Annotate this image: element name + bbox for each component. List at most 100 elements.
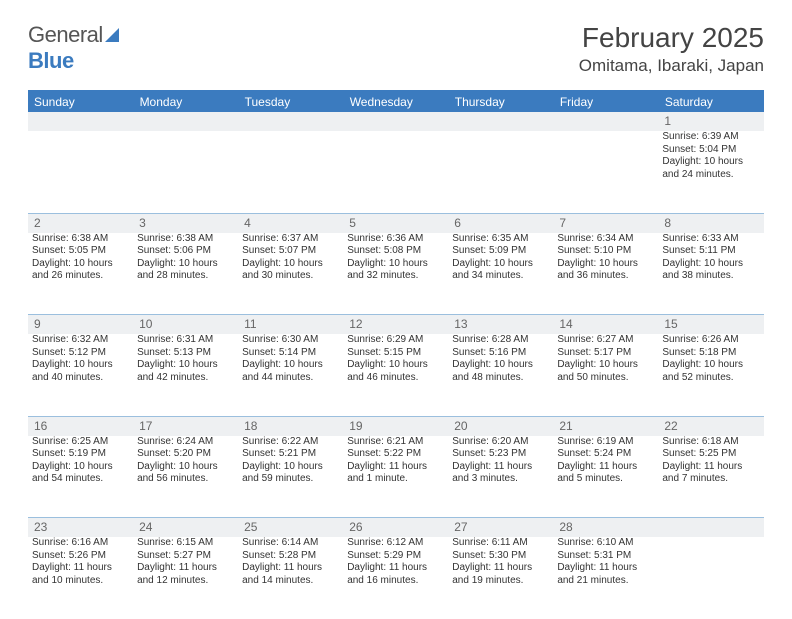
sunrise-text: Sunrise: 6:16 AM (32, 537, 129, 550)
day-cell (658, 537, 763, 619)
sunrise-text: Sunrise: 6:27 AM (557, 334, 654, 347)
sunrise-text: Sunrise: 6:15 AM (137, 537, 234, 550)
day-cell: Sunrise: 6:11 AMSunset: 5:30 PMDaylight:… (448, 537, 553, 619)
day-content-row: Sunrise: 6:39 AMSunset: 5:04 PMDaylight:… (28, 131, 764, 213)
daylight-text: and 1 minute. (347, 473, 444, 486)
day-cell: Sunrise: 6:20 AMSunset: 5:23 PMDaylight:… (448, 436, 553, 518)
daylight-text: Daylight: 10 hours (137, 359, 234, 372)
sunset-text: Sunset: 5:29 PM (347, 550, 444, 563)
day-number: 21 (553, 416, 658, 436)
sunset-text: Sunset: 5:08 PM (347, 245, 444, 258)
day-number: 15 (658, 315, 763, 335)
day-content-row: Sunrise: 6:16 AMSunset: 5:26 PMDaylight:… (28, 537, 764, 619)
daylight-text: and 14 minutes. (242, 575, 339, 588)
sunset-text: Sunset: 5:10 PM (557, 245, 654, 258)
day-number-row: 16171819202122 (28, 416, 764, 436)
daylight-text: Daylight: 11 hours (557, 562, 654, 575)
day-cell: Sunrise: 6:36 AMSunset: 5:08 PMDaylight:… (343, 233, 448, 315)
sunrise-text: Sunrise: 6:26 AM (662, 334, 759, 347)
day-cell: Sunrise: 6:28 AMSunset: 5:16 PMDaylight:… (448, 334, 553, 416)
daylight-text: and 36 minutes. (557, 270, 654, 283)
day-cell (553, 131, 658, 213)
day-number: 17 (133, 416, 238, 436)
day-cell: Sunrise: 6:29 AMSunset: 5:15 PMDaylight:… (343, 334, 448, 416)
sunset-text: Sunset: 5:17 PM (557, 347, 654, 360)
day-cell: Sunrise: 6:15 AMSunset: 5:27 PMDaylight:… (133, 537, 238, 619)
sunrise-text: Sunrise: 6:10 AM (557, 537, 654, 550)
sunrise-text: Sunrise: 6:24 AM (137, 436, 234, 449)
day-number (553, 112, 658, 131)
daylight-text: Daylight: 10 hours (557, 258, 654, 271)
day-number: 10 (133, 315, 238, 335)
daylight-text: Daylight: 10 hours (347, 359, 444, 372)
day-cell: Sunrise: 6:12 AMSunset: 5:29 PMDaylight:… (343, 537, 448, 619)
day-number: 6 (448, 213, 553, 233)
daylight-text: and 3 minutes. (452, 473, 549, 486)
sunrise-text: Sunrise: 6:37 AM (242, 233, 339, 246)
calendar-table: Sunday Monday Tuesday Wednesday Thursday… (28, 92, 764, 619)
sunrise-text: Sunrise: 6:34 AM (557, 233, 654, 246)
sunrise-text: Sunrise: 6:22 AM (242, 436, 339, 449)
day-number: 11 (238, 315, 343, 335)
day-cell: Sunrise: 6:27 AMSunset: 5:17 PMDaylight:… (553, 334, 658, 416)
daylight-text: Daylight: 11 hours (347, 562, 444, 575)
sunrise-text: Sunrise: 6:18 AM (662, 436, 759, 449)
day-number: 2 (28, 213, 133, 233)
sunrise-text: Sunrise: 6:35 AM (452, 233, 549, 246)
day-cell: Sunrise: 6:38 AMSunset: 5:05 PMDaylight:… (28, 233, 133, 315)
day-number: 5 (343, 213, 448, 233)
day-number (238, 112, 343, 131)
daylight-text: and 50 minutes. (557, 372, 654, 385)
sunset-text: Sunset: 5:04 PM (662, 144, 759, 157)
day-number: 19 (343, 416, 448, 436)
daylight-text: and 28 minutes. (137, 270, 234, 283)
page-title: February 2025 (28, 22, 764, 54)
daylight-text: and 5 minutes. (557, 473, 654, 486)
day-number (448, 112, 553, 131)
daylight-text: Daylight: 10 hours (347, 258, 444, 271)
sunrise-text: Sunrise: 6:14 AM (242, 537, 339, 550)
weekday-header: Friday (553, 92, 658, 112)
sunrise-text: Sunrise: 6:36 AM (347, 233, 444, 246)
day-number (28, 112, 133, 131)
daylight-text: and 32 minutes. (347, 270, 444, 283)
daylight-text: and 7 minutes. (662, 473, 759, 486)
sunset-text: Sunset: 5:06 PM (137, 245, 234, 258)
day-cell: Sunrise: 6:10 AMSunset: 5:31 PMDaylight:… (553, 537, 658, 619)
sunset-text: Sunset: 5:27 PM (137, 550, 234, 563)
weekday-header: Thursday (448, 92, 553, 112)
sunrise-text: Sunrise: 6:32 AM (32, 334, 129, 347)
location-text: Omitama, Ibaraki, Japan (28, 56, 764, 76)
day-cell (343, 131, 448, 213)
triangle-icon (105, 28, 119, 42)
daylight-text: Daylight: 11 hours (137, 562, 234, 575)
daylight-text: Daylight: 10 hours (452, 258, 549, 271)
daylight-text: and 19 minutes. (452, 575, 549, 588)
sunrise-text: Sunrise: 6:12 AM (347, 537, 444, 550)
day-number (658, 518, 763, 538)
sunset-text: Sunset: 5:21 PM (242, 448, 339, 461)
sunset-text: Sunset: 5:31 PM (557, 550, 654, 563)
sunrise-text: Sunrise: 6:33 AM (662, 233, 759, 246)
sunset-text: Sunset: 5:14 PM (242, 347, 339, 360)
daylight-text: Daylight: 10 hours (452, 359, 549, 372)
day-cell: Sunrise: 6:18 AMSunset: 5:25 PMDaylight:… (658, 436, 763, 518)
sunrise-text: Sunrise: 6:39 AM (662, 131, 759, 144)
sunset-text: Sunset: 5:13 PM (137, 347, 234, 360)
day-cell (448, 131, 553, 213)
sunrise-text: Sunrise: 6:19 AM (557, 436, 654, 449)
day-cell: Sunrise: 6:32 AMSunset: 5:12 PMDaylight:… (28, 334, 133, 416)
day-content-row: Sunrise: 6:38 AMSunset: 5:05 PMDaylight:… (28, 233, 764, 315)
day-cell (238, 131, 343, 213)
header: General Blue February 2025 Omitama, Ibar… (0, 0, 792, 84)
sunrise-text: Sunrise: 6:30 AM (242, 334, 339, 347)
daylight-text: Daylight: 11 hours (452, 562, 549, 575)
day-number: 27 (448, 518, 553, 538)
day-cell: Sunrise: 6:22 AMSunset: 5:21 PMDaylight:… (238, 436, 343, 518)
brand-logo: General Blue (28, 22, 119, 74)
day-number: 16 (28, 416, 133, 436)
sunset-text: Sunset: 5:20 PM (137, 448, 234, 461)
sunset-text: Sunset: 5:09 PM (452, 245, 549, 258)
day-number-row: 232425262728 (28, 518, 764, 538)
sunset-text: Sunset: 5:30 PM (452, 550, 549, 563)
